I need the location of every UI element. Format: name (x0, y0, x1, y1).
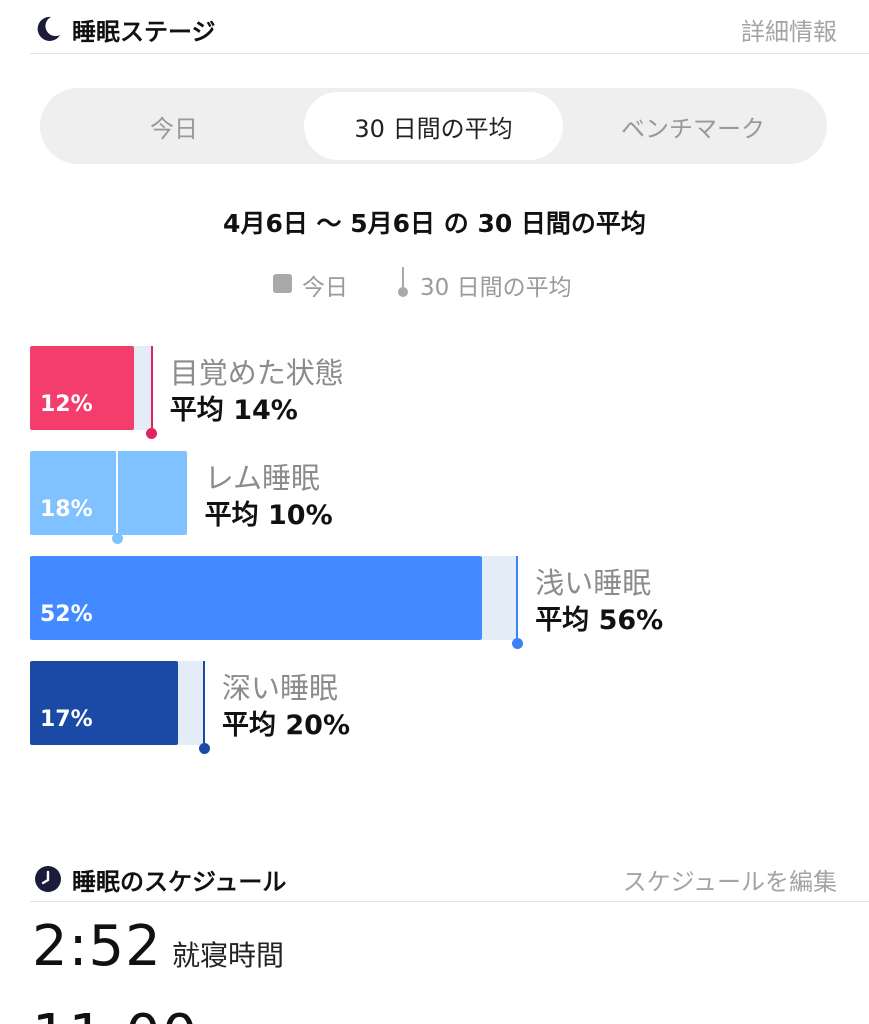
stage-bar[interactable] (30, 346, 135, 430)
moon-icon (37, 16, 60, 41)
tab-30-day-average[interactable]: 30 日間の平均 (304, 92, 563, 160)
stage-average-track (177, 661, 204, 745)
sleep-stages-header: 睡眠ステージ 詳細情報 (0, 0, 869, 54)
divider (30, 53, 869, 54)
tab-today[interactable]: 今日 (150, 114, 198, 143)
bedtime-label: 就寝時間 (172, 939, 285, 972)
legend-today-label: 今日 (302, 275, 348, 301)
legend: 今日 30 日間の平均 (0, 265, 869, 301)
stage-percent: 12% (40, 392, 93, 417)
stage-average-track (482, 556, 518, 640)
stage-percent: 17% (40, 707, 93, 732)
stage-average-line (516, 556, 519, 644)
stage-average: 平均 10% (204, 500, 333, 531)
legend-average-label: 30 日間の平均 (420, 275, 572, 301)
average-marker-icon (398, 267, 408, 297)
today-swatch (273, 274, 292, 293)
period-segmented-control: 今日 30 日間の平均 ベンチマーク (40, 88, 827, 164)
stage-row-deep[interactable]: 17% 深い睡眠 平均 20% (0, 661, 869, 761)
stage-name: 目覚めた状態 (169, 356, 344, 390)
stage-percent: 18% (40, 497, 93, 522)
stage-average-dot (511, 638, 523, 649)
stage-average: 平均 14% (169, 395, 298, 426)
stage-name: 深い睡眠 (222, 671, 339, 705)
section-title: 睡眠ステージ (72, 18, 216, 46)
stage-percent: 52% (40, 602, 93, 627)
stage-average-dot (111, 533, 123, 544)
stage-bar[interactable] (30, 661, 178, 745)
clock-icon (35, 866, 61, 892)
range-title: 4月6日 〜 5月6日 の 30 日間の平均 (223, 209, 646, 238)
stage-bar[interactable] (30, 451, 187, 535)
details-link[interactable]: 詳細情報 (741, 18, 837, 46)
stage-bar[interactable] (30, 556, 483, 640)
tab-benchmark[interactable]: ベンチマーク (621, 114, 765, 143)
divider (30, 901, 869, 902)
stage-row-awake[interactable]: 12% 目覚めた状態 平均 14% (0, 346, 869, 446)
stage-average-track (134, 346, 152, 430)
sleep-schedule-header: 睡眠のスケジュール スケジュールを編集 (0, 848, 869, 902)
stage-average-dot (198, 743, 210, 754)
stage-average-line (150, 346, 153, 434)
stage-average-line (203, 661, 205, 749)
section-title: 睡眠のスケジュール (72, 868, 287, 896)
stage-average-dot (146, 428, 158, 439)
stage-average: 平均 56% (535, 605, 664, 636)
edit-schedule-link[interactable]: スケジュールを編集 (622, 868, 837, 896)
stage-name: 浅い睡眠 (535, 566, 652, 600)
stage-row-rem[interactable]: 18% レム睡眠 平均 10% (0, 451, 869, 551)
stage-name: レム睡眠 (204, 461, 321, 495)
bedtime-value: 2:52 (32, 914, 162, 979)
stage-average-line (116, 451, 118, 539)
stage-average: 平均 20% (222, 710, 351, 741)
wake-time-value: 11:00 (32, 1003, 198, 1024)
stage-row-light[interactable]: 52% 浅い睡眠 平均 56% (0, 556, 869, 656)
